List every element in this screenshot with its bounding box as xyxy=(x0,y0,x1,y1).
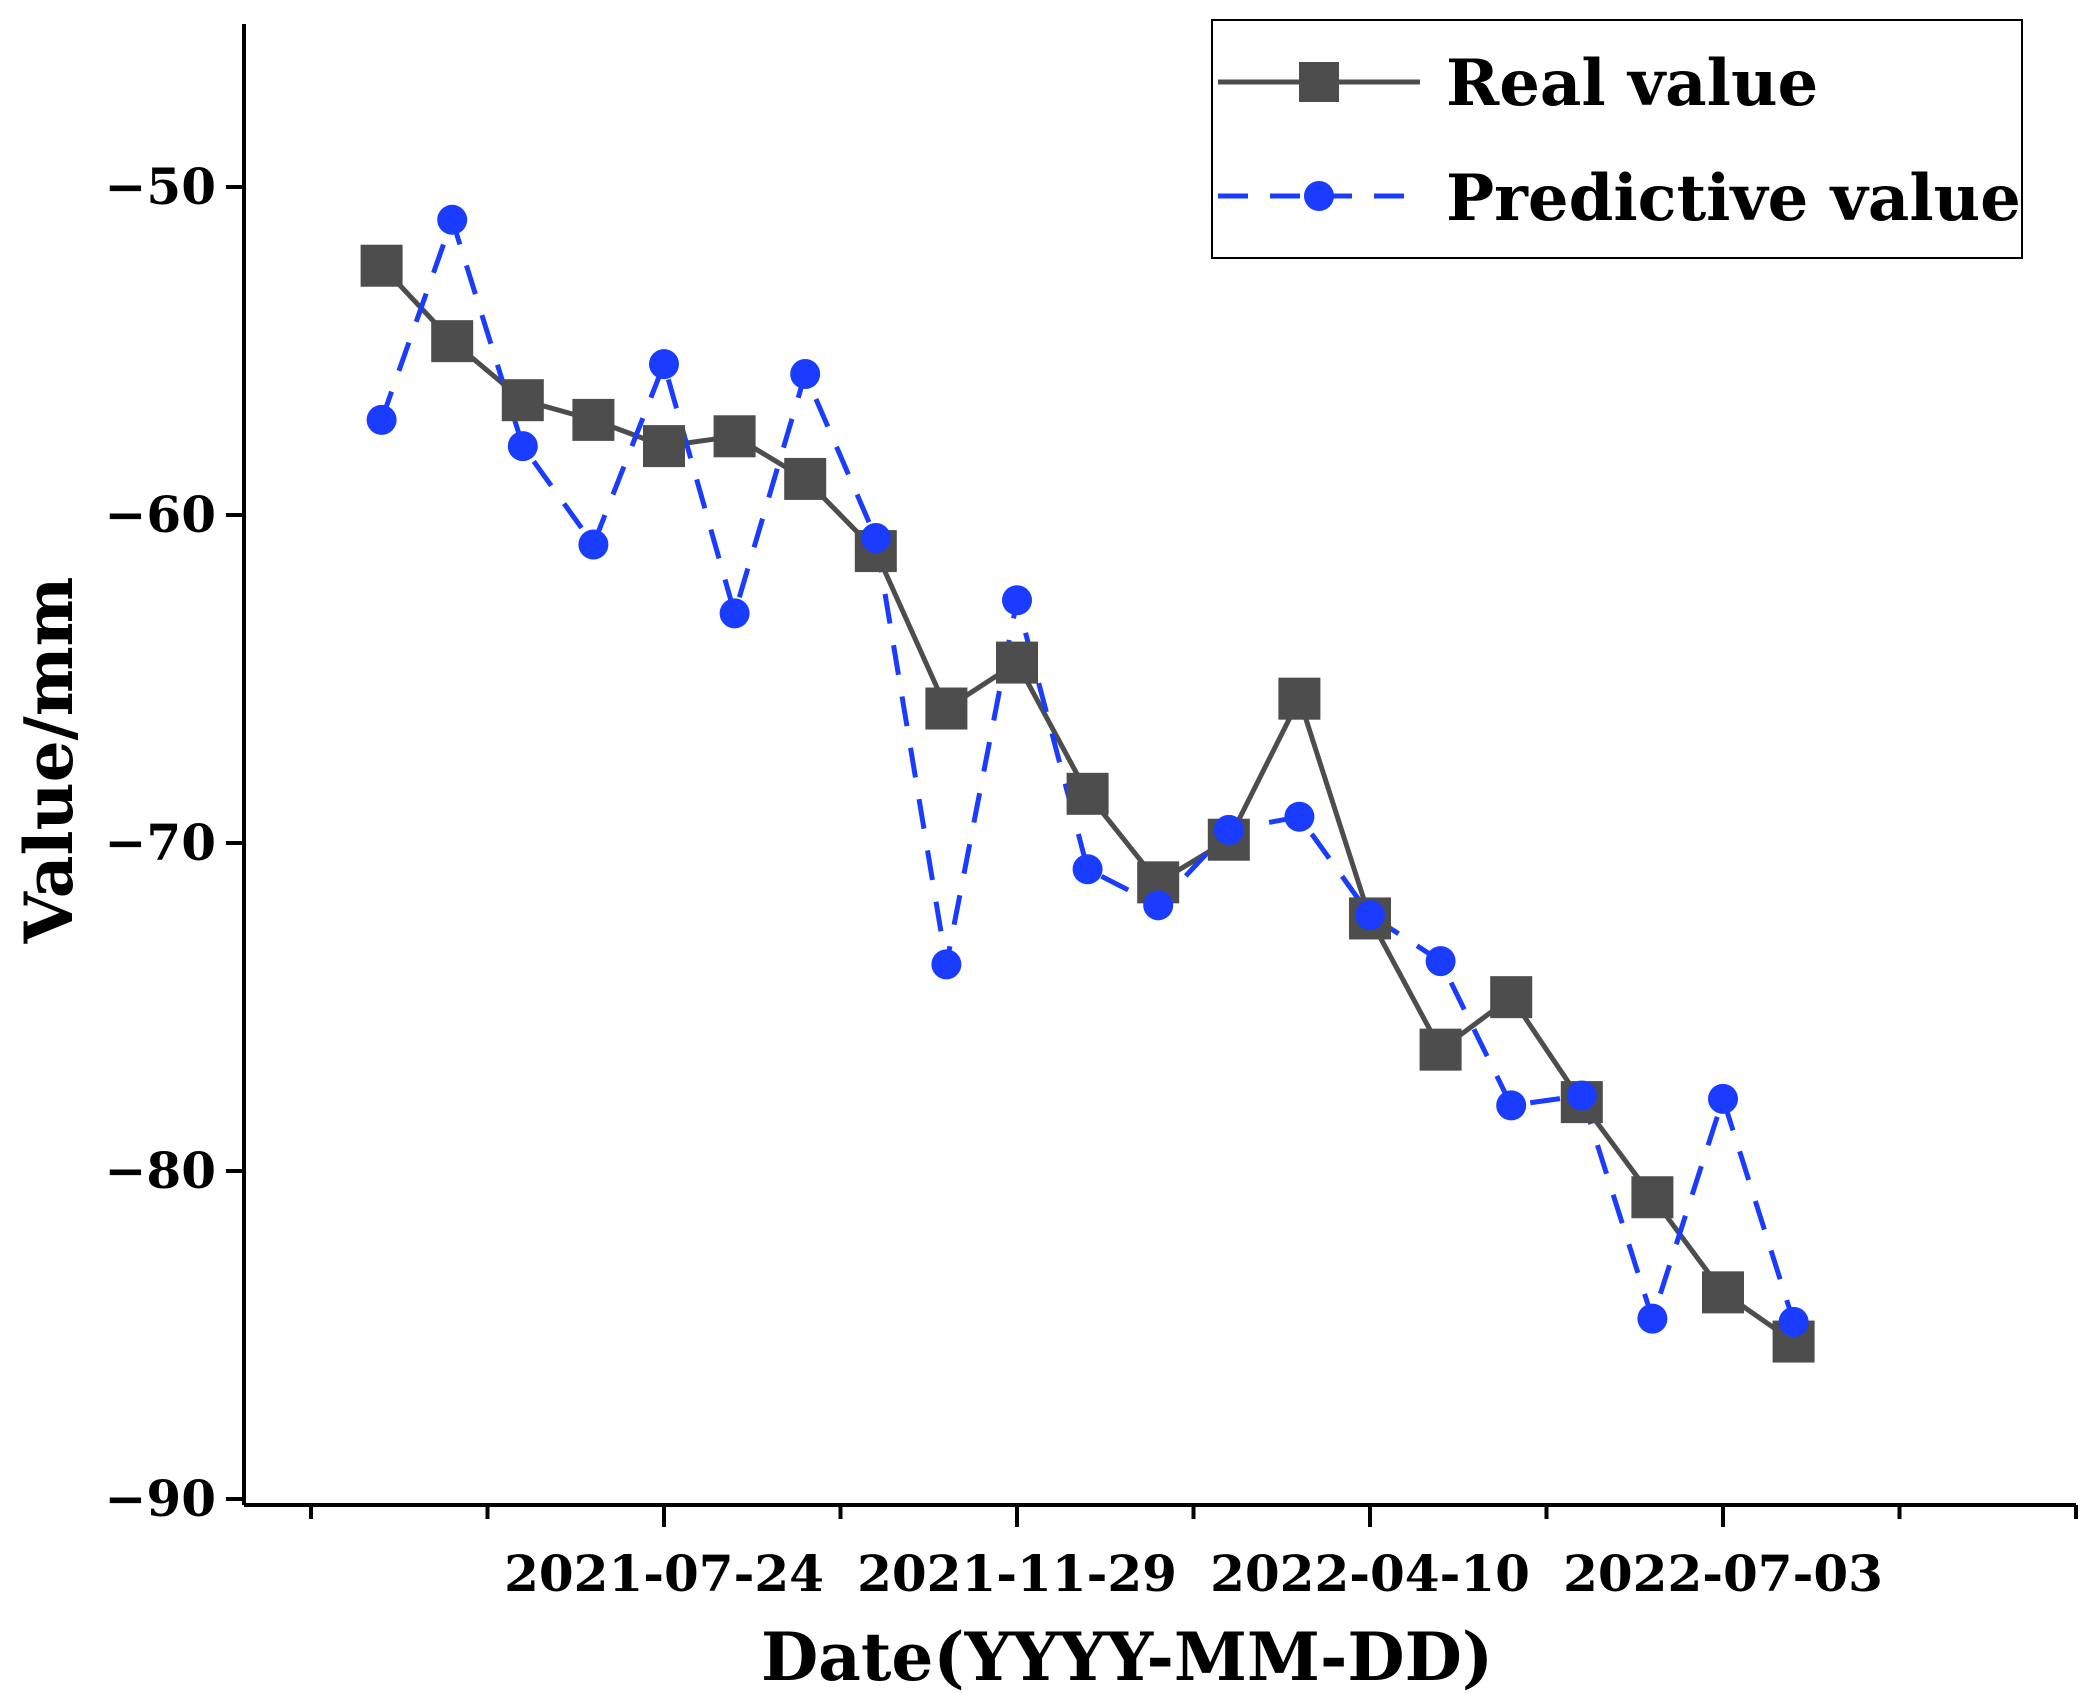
legend-box xyxy=(1211,19,2023,259)
predictive-value-point xyxy=(1072,854,1103,885)
predictive-value-point xyxy=(366,404,397,435)
real-value-point xyxy=(501,379,544,422)
predictive-value-point xyxy=(790,358,821,389)
legend-real-label: Real value xyxy=(1446,46,1818,121)
legend-predictive-label: Predictive value xyxy=(1446,161,2021,236)
y-ticks: −50 −60 −70 −80 −90 xyxy=(105,157,244,1528)
predictive-value-point xyxy=(1566,1080,1597,1111)
real-value-point xyxy=(1419,1028,1462,1071)
real-value-point xyxy=(1278,677,1321,720)
predictive-value-point xyxy=(1284,801,1315,832)
real-value-point xyxy=(925,687,968,730)
legend: Real value Predictive value xyxy=(1211,19,2023,259)
x-tick-label: 2021-07-24 xyxy=(504,1544,824,1603)
real-value-point xyxy=(713,415,756,458)
real-value-point xyxy=(1066,772,1109,815)
predictive-value-point xyxy=(1708,1083,1738,1114)
y-tick-label: −80 xyxy=(105,1141,216,1200)
y-axis-title: Value/mm xyxy=(10,577,88,945)
x-tick-label: 2022-07-03 xyxy=(1563,1544,1883,1603)
real-value-point xyxy=(1702,1271,1744,1314)
predictive-value-point xyxy=(1355,900,1385,931)
real-value-point xyxy=(1631,1176,1674,1219)
predictive-value-point xyxy=(860,522,891,553)
real-value-point xyxy=(572,398,615,441)
real-value-point xyxy=(431,320,474,363)
real-value-point xyxy=(784,457,827,500)
predictive-value-point xyxy=(437,204,468,235)
x-axis-title: Date(YYYY-MM-DD) xyxy=(761,1618,1493,1693)
real-value-point xyxy=(996,641,1038,684)
predictive-value-point xyxy=(1637,1303,1668,1334)
y-tick-label: −60 xyxy=(105,485,216,544)
predictive-value-point xyxy=(1778,1306,1809,1337)
predictive-value-point xyxy=(1425,946,1456,977)
y-tick-label: −70 xyxy=(105,813,216,872)
predictive-value-point xyxy=(719,598,750,629)
y-tick-label: −50 xyxy=(105,157,216,216)
axes xyxy=(242,24,2076,1507)
predictive-value-point xyxy=(649,349,679,380)
predictive-value-point xyxy=(1213,814,1244,845)
x-ticks: 2021-07-24 2021-11-29 2022-04-10 2022-07-03 xyxy=(309,1505,2078,1603)
legend-predictive-marker xyxy=(1304,181,1334,211)
real-value-point xyxy=(643,425,685,468)
real-value-point xyxy=(1490,976,1533,1019)
y-tick-label: −90 xyxy=(105,1469,216,1528)
predictive-value-point xyxy=(1496,1090,1527,1121)
predictive-value-point xyxy=(931,949,962,980)
x-tick-label: 2022-04-10 xyxy=(1210,1544,1530,1603)
legend-real-marker xyxy=(1299,62,1339,102)
real-value-point xyxy=(360,244,403,287)
series-layer xyxy=(360,204,1815,1363)
predictive-value-point xyxy=(507,431,538,462)
predictive-value-point xyxy=(1143,890,1174,921)
x-tick-label: 2021-11-29 xyxy=(857,1544,1177,1603)
predictive-value-point xyxy=(1002,585,1032,616)
series-line-predictive xyxy=(379,217,1796,1323)
predictive-value-point xyxy=(578,529,609,560)
